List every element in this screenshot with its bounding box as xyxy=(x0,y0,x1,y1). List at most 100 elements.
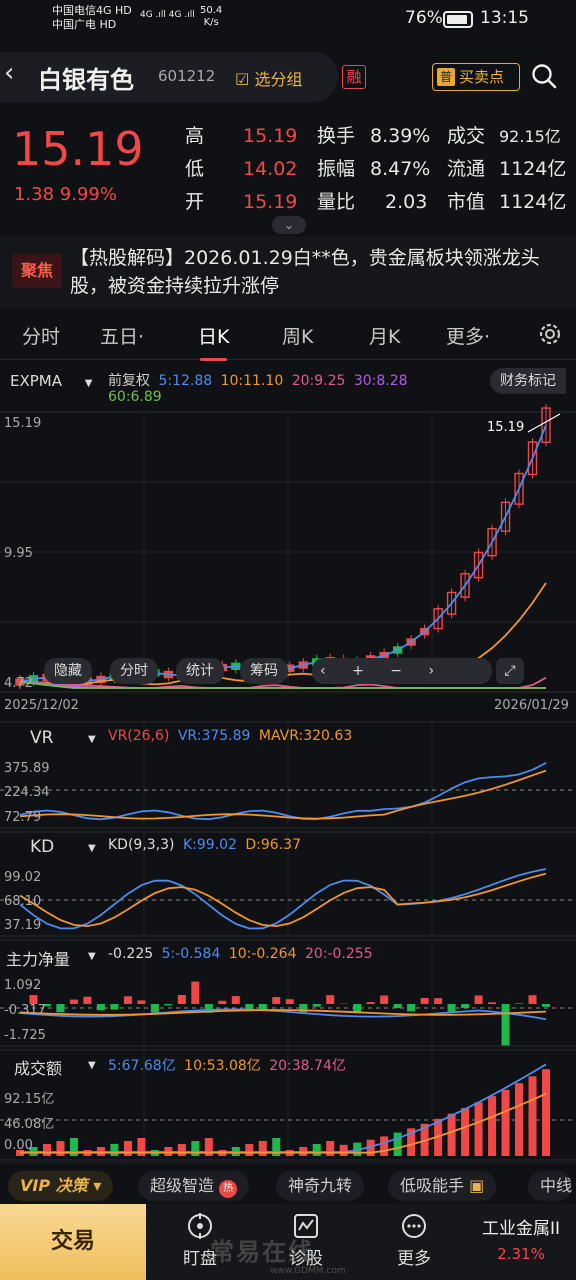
amount-indicator-name[interactable]: 成交额 xyxy=(14,1059,63,1078)
amount-bar xyxy=(380,1136,389,1156)
feature-midline[interactable]: 中线 xyxy=(528,1171,573,1201)
tab-weekly-k[interactable]: 周K xyxy=(282,326,314,348)
tab-more[interactable]: 更多· xyxy=(446,326,491,348)
zoom-out-icon[interactable]: − xyxy=(390,663,402,679)
flow-bar xyxy=(447,1004,456,1012)
flow-bar xyxy=(110,1004,119,1010)
candle-body xyxy=(500,501,511,532)
buy-sell-point-button[interactable]: 普买卖点 xyxy=(432,63,520,91)
amount-axis-2: 46.08亿 xyxy=(4,1117,55,1132)
tv-icon: ▣ xyxy=(469,1176,485,1195)
nav-more[interactable]: 更多 xyxy=(384,1212,444,1269)
news-banner[interactable]: 聚焦 【热股解码】2026.01.29白**色，贵金属板块领涨龙头股，被资金持续… xyxy=(0,236,576,308)
flow-bar xyxy=(177,995,186,1004)
carrier-2: 中国广电 HD xyxy=(52,18,117,31)
flow-bar xyxy=(542,1004,550,1007)
zoom-controls[interactable]: ‹ + − › xyxy=(312,658,492,684)
search-icon[interactable] xyxy=(530,62,558,90)
vip-decision-button[interactable]: VIP 决策 ▾ xyxy=(8,1171,114,1201)
candle-body xyxy=(514,472,524,505)
flow-legend: -0.225 5:-0.584 10:-0.264 20:-0.255 xyxy=(108,946,373,962)
dropdown-icon[interactable]: ▼ xyxy=(88,1060,96,1071)
margin-badge[interactable]: 融 xyxy=(342,65,366,89)
expand-quote-chevron-icon[interactable]: ⌄ xyxy=(272,216,306,234)
stock-name: 白银有色 xyxy=(38,66,134,94)
chart-diagnose-icon xyxy=(294,1214,318,1238)
flow-bar xyxy=(474,995,483,1004)
amount-bar xyxy=(528,1076,537,1156)
kd-indicator-name[interactable]: KD xyxy=(30,837,55,857)
nav-watch[interactable]: 盯盘 xyxy=(170,1212,230,1269)
last-price-label: 15.19 xyxy=(487,420,525,435)
right-arrow-icon[interactable]: › xyxy=(428,663,435,679)
flow-bar xyxy=(272,997,281,1004)
vr-indicator-name[interactable]: VR xyxy=(30,728,54,748)
feature-low-buy[interactable]: 低吸能手 ▣ xyxy=(388,1171,497,1201)
bottom-nav: 交易 盯盘 诊股 更多 工业金属II 2.31% xyxy=(0,1204,576,1280)
vr-axis-3: 72.79 xyxy=(4,810,42,825)
amount-bar xyxy=(393,1132,402,1156)
flow-bar xyxy=(191,981,200,1004)
intraday-button[interactable]: 分时 xyxy=(110,658,158,684)
tab-intraday[interactable]: 分时 xyxy=(22,326,61,348)
flow-bar xyxy=(69,999,78,1004)
flow-bar xyxy=(96,1004,105,1011)
flow-indicator-name[interactable]: 主力净量 xyxy=(6,950,71,969)
feature-super-manufacture[interactable]: 超级智造 热 xyxy=(138,1171,250,1201)
flow-bar xyxy=(137,1000,146,1004)
left-arrow-icon[interactable]: ‹ xyxy=(320,663,326,679)
mavr-line xyxy=(19,769,547,820)
dropdown-icon[interactable]: ▼ xyxy=(88,843,96,854)
nav-diagnose[interactable]: 诊股 xyxy=(276,1212,336,1269)
trade-button[interactable]: 交易 xyxy=(0,1204,146,1280)
net-speed: 50.4 xyxy=(200,5,223,16)
candle-body xyxy=(460,573,470,598)
flow-bar xyxy=(123,996,132,1004)
feature-magic-nine[interactable]: 神奇九转 xyxy=(276,1171,365,1201)
indicator-selector[interactable]: EXPMA ▼ xyxy=(10,372,93,390)
back-arrow-icon[interactable]: ‹ xyxy=(4,58,15,88)
flow-bar xyxy=(56,1004,65,1013)
flow-bar xyxy=(407,1004,416,1012)
dropdown-icon[interactable]: ▼ xyxy=(88,734,96,745)
title-pill xyxy=(0,52,338,102)
fullscreen-icon[interactable]: ⤢ xyxy=(496,658,524,684)
amount-bar xyxy=(447,1113,456,1156)
amount-bar xyxy=(177,1144,186,1156)
amount-bar xyxy=(407,1128,416,1156)
dropdown-icon[interactable]: ▼ xyxy=(88,951,96,962)
battery-icon xyxy=(443,11,473,28)
amount-legend: 5:67.68亿 10:53.08亿 20:38.74亿 xyxy=(108,1058,346,1074)
ma60-legend: 60:6.89 xyxy=(108,389,162,405)
amount-bar xyxy=(515,1083,524,1156)
add-group-button[interactable]: ☑ 选分组 xyxy=(235,66,302,90)
finance-mark-button[interactable]: 财务标记 xyxy=(490,368,566,394)
buysell-icon: 普 xyxy=(437,68,455,86)
buysell-label: 买卖点 xyxy=(459,68,505,86)
add-group-label: 选分组 xyxy=(254,70,303,89)
tab-monthly-k[interactable]: 月K xyxy=(369,326,401,348)
kline-charts[interactable] xyxy=(0,0,576,1162)
flow-bar xyxy=(366,1002,375,1004)
kd-axis-1: 99.02 xyxy=(4,870,42,885)
kd-axis-2: 68.10 xyxy=(4,894,42,909)
amount-ma10 xyxy=(20,1092,547,1154)
tab-five-day[interactable]: 五日· xyxy=(100,326,145,348)
zoom-in-icon[interactable]: + xyxy=(352,663,364,679)
d-line xyxy=(19,872,547,928)
industry-sector[interactable]: 工业金属II 2.31% xyxy=(466,1214,576,1263)
amount-bar xyxy=(366,1139,375,1156)
stats-button[interactable]: 统计 xyxy=(176,658,224,684)
candle-body xyxy=(446,591,457,615)
flow-bar xyxy=(164,1004,173,1006)
ma-legend: 前复权 5:12.88 10:11.10 20:9.25 30:8.28 xyxy=(108,373,408,389)
net-speed-unit: K/s xyxy=(203,17,219,28)
chips-button[interactable]: 筹码 xyxy=(240,658,288,684)
tab-daily-k[interactable]: 日K xyxy=(198,322,229,361)
gear-icon[interactable] xyxy=(536,320,564,348)
amount-bar xyxy=(272,1138,281,1156)
hide-button[interactable]: 隐藏 xyxy=(44,658,92,684)
amount-axis-3: 0.00 xyxy=(4,1138,33,1153)
amount-bar xyxy=(123,1141,132,1156)
ma-line-ma60 xyxy=(19,681,546,689)
